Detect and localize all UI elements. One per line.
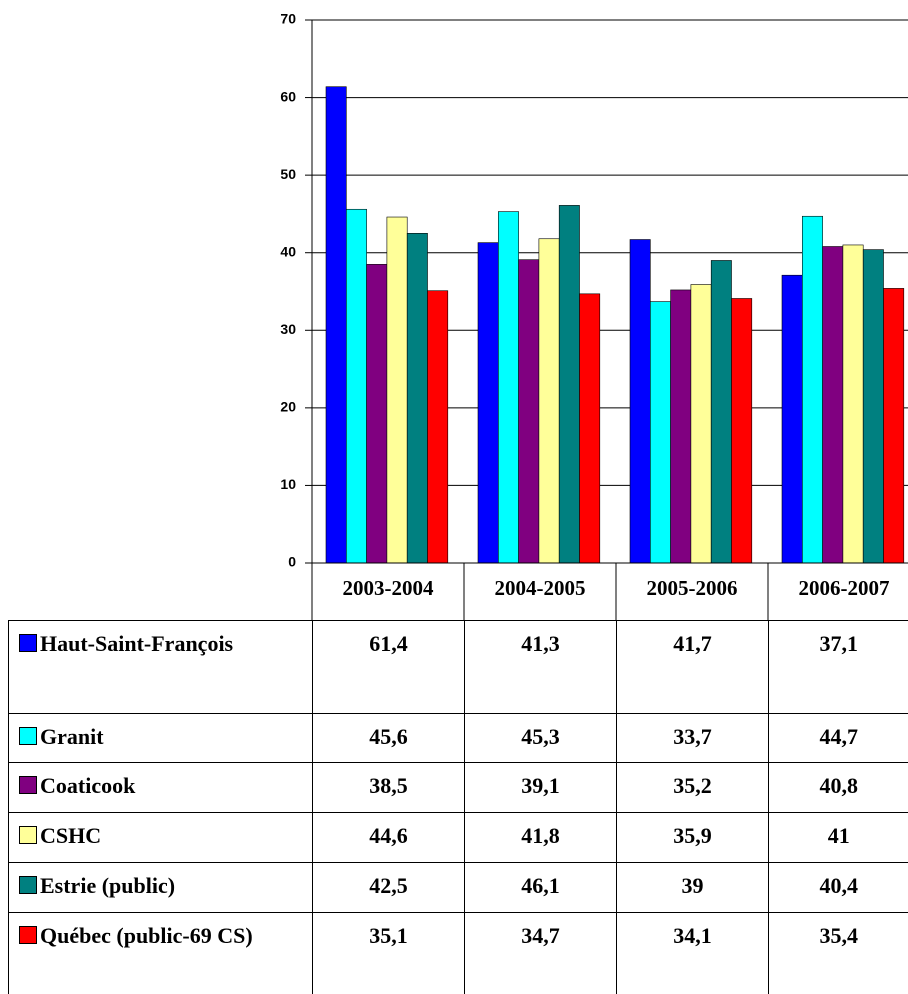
legend-key bbox=[19, 727, 37, 745]
series-name: CSHC bbox=[40, 823, 102, 848]
table-body: Haut-Saint-François 61,4 41,3 41,7 37,1 Grani… bbox=[8, 620, 908, 994]
value-cell: 41,8 bbox=[464, 812, 617, 863]
y-tick-label: 70 bbox=[280, 11, 296, 27]
value-cell: 44,6 bbox=[312, 812, 465, 863]
table-row: CSHC 44,6 41,8 35,9 41 bbox=[8, 812, 908, 863]
data-table: Haut-Saint-François 61,4 41,3 41,7 37,1 Grani… bbox=[8, 620, 908, 994]
bar bbox=[781, 274, 803, 564]
value-cell: 35,4 bbox=[768, 912, 908, 994]
value-cell: 37,1 bbox=[768, 620, 908, 714]
legend-key bbox=[19, 876, 37, 894]
series-cell: Granit bbox=[8, 713, 313, 763]
series-name: Granit bbox=[40, 724, 104, 749]
y-tick-label: 60 bbox=[280, 88, 296, 104]
bar bbox=[801, 215, 823, 564]
table-row: Estrie (public) 42,5 46,1 39 40,4 bbox=[8, 862, 908, 913]
bar bbox=[649, 301, 671, 564]
y-tick-label: 20 bbox=[280, 399, 296, 415]
bar bbox=[518, 259, 540, 564]
value-cell: 41,3 bbox=[464, 620, 617, 714]
series-cell: CSHC bbox=[8, 812, 313, 863]
bar bbox=[731, 298, 753, 564]
y-tick-label: 10 bbox=[280, 476, 296, 492]
bar bbox=[386, 216, 408, 564]
table-row: Québec (public-69 CS) 35,1 34,7 34,1 35,4 bbox=[8, 912, 908, 994]
series-name: Estrie (public) bbox=[40, 873, 176, 898]
value-cell: 39 bbox=[616, 862, 769, 913]
series-cell: Québec (public-69 CS) bbox=[8, 912, 313, 994]
series-name: Québec (public-69 CS) bbox=[40, 923, 253, 948]
value-cell: 40,8 bbox=[768, 762, 908, 813]
series-cell: Haut-Saint-François bbox=[8, 620, 313, 714]
y-tick-label: 0 bbox=[288, 554, 296, 570]
value-cell: 45,6 bbox=[312, 713, 465, 763]
value-cell: 41,7 bbox=[616, 620, 769, 714]
value-cell: 35,2 bbox=[616, 762, 769, 813]
value-cell: 45,3 bbox=[464, 713, 617, 763]
value-cell: 46,1 bbox=[464, 862, 617, 913]
value-cell: 39,1 bbox=[464, 762, 617, 813]
x-tick-label: 2006-2007 bbox=[799, 576, 890, 600]
table-row: Haut-Saint-François 61,4 41,3 41,7 37,1 bbox=[8, 620, 908, 714]
value-cell: 61,4 bbox=[312, 620, 465, 714]
series-cell: Coaticook bbox=[8, 762, 313, 813]
bar bbox=[670, 289, 692, 564]
bar bbox=[406, 233, 428, 564]
legend-key bbox=[19, 926, 37, 944]
series-name: Haut-Saint-François bbox=[40, 631, 234, 656]
bar bbox=[822, 246, 844, 564]
value-cell: 35,9 bbox=[616, 812, 769, 863]
y-tick-label: 50 bbox=[280, 166, 296, 182]
bar bbox=[427, 290, 449, 564]
value-cell: 33,7 bbox=[616, 713, 769, 763]
bar bbox=[862, 249, 884, 564]
bar bbox=[366, 264, 388, 564]
value-cell: 35,1 bbox=[312, 912, 465, 994]
table-row: Coaticook 38,5 39,1 35,2 40,8 bbox=[8, 762, 908, 813]
x-tick-label: 2004-2005 bbox=[495, 576, 586, 600]
bar bbox=[690, 284, 712, 564]
value-cell: 41 bbox=[768, 812, 908, 863]
legend-key bbox=[19, 826, 37, 844]
value-cell: 42,5 bbox=[312, 862, 465, 913]
bar bbox=[629, 239, 651, 564]
bar bbox=[842, 244, 864, 564]
bar bbox=[558, 205, 580, 564]
table-row: Granit 45,6 45,3 33,7 44,7 bbox=[8, 713, 908, 763]
value-cell: 34,1 bbox=[616, 912, 769, 994]
bar bbox=[579, 293, 601, 564]
bar bbox=[883, 288, 905, 564]
value-cell: 34,7 bbox=[464, 912, 617, 994]
bar bbox=[477, 242, 499, 564]
chart: 0 10 20 30 40 50 60 70 2003-2004 2004-2005 2005-20… bbox=[280, 11, 908, 620]
value-cell: 44,7 bbox=[768, 713, 908, 763]
bar bbox=[538, 238, 560, 564]
bar bbox=[497, 211, 519, 564]
y-tick-label: 30 bbox=[280, 321, 296, 337]
series-name: Coaticook bbox=[40, 773, 136, 798]
bar bbox=[710, 260, 732, 564]
x-tick-label: 2003-2004 bbox=[343, 576, 434, 600]
legend-key bbox=[19, 776, 37, 794]
x-tick-label: 2005-2006 bbox=[647, 576, 738, 600]
legend-key bbox=[19, 634, 37, 652]
y-tick-label: 40 bbox=[280, 243, 296, 259]
value-cell: 40,4 bbox=[768, 862, 908, 913]
bar bbox=[345, 208, 367, 564]
value-cell: 38,5 bbox=[312, 762, 465, 813]
series-cell: Estrie (public) bbox=[8, 862, 313, 913]
bar bbox=[325, 86, 347, 564]
